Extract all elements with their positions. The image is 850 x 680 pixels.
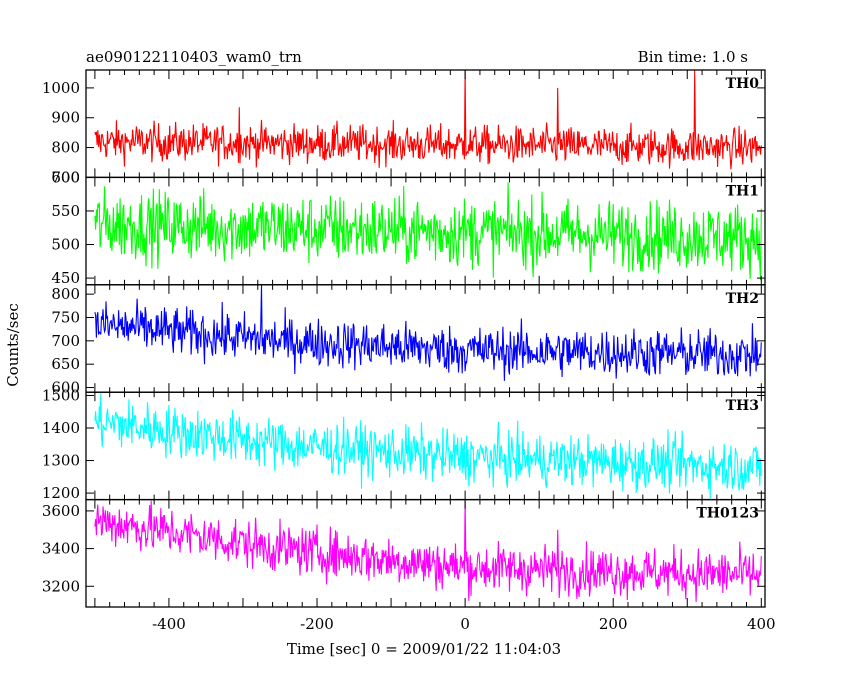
x-tick-label: -200 — [300, 615, 334, 633]
y-tick-label: 750 — [51, 308, 80, 326]
series-line-th2 — [94, 285, 762, 381]
x-axis-label: Time [sec] 0 = 2009/01/22 11:04:03 — [287, 640, 561, 658]
y-tick-label: 1300 — [42, 452, 80, 470]
series-line-th0 — [94, 70, 762, 170]
y-tick-label: 700 — [51, 168, 80, 186]
y-tick-label: 900 — [51, 109, 80, 127]
panel-frame-th0123 — [85, 498, 766, 608]
chart-title-left: ae090122110403_wam0_trn — [86, 48, 302, 66]
panel-label-th0: TH0 — [726, 76, 760, 92]
y-tick-label: 500 — [51, 236, 80, 254]
chart-title-right: Bin time: 1.0 s — [638, 48, 748, 66]
x-tick-label: 200 — [599, 615, 628, 633]
panel-label-th0123: TH0123 — [696, 506, 759, 522]
x-tick-label: 400 — [747, 615, 776, 633]
y-tick-label: 800 — [51, 139, 80, 157]
y-tick-label: 600 — [51, 168, 80, 186]
y-axis-label: Counts/sec — [4, 303, 22, 387]
x-tick-label: -400 — [152, 615, 186, 633]
y-tick-label: 1200 — [42, 484, 80, 502]
y-tick-label: 3400 — [42, 540, 80, 558]
y-tick-label: 450 — [51, 269, 80, 287]
panel-label-th1: TH1 — [726, 183, 759, 199]
panel-frame-th2 — [85, 284, 766, 393]
y-tick-label: 1500 — [42, 386, 80, 404]
y-tick-label: 3200 — [42, 577, 80, 595]
y-tick-label: 650 — [51, 355, 80, 373]
y-tick-label: 600 — [51, 379, 80, 397]
panels-layer: 700 800 900 1000 TH0 450 500 550 600 TH1 600 650 700… — [42, 69, 776, 633]
y-tick-label: 700 — [51, 332, 80, 350]
y-tick-label: 1400 — [42, 419, 80, 437]
panel-label-th2: TH2 — [726, 291, 759, 307]
y-tick-label: 800 — [51, 285, 80, 303]
series-line-th1 — [94, 182, 762, 281]
y-tick-label: 1000 — [42, 79, 80, 97]
series-line-th0123 — [94, 500, 762, 602]
y-tick-label: 550 — [51, 202, 80, 220]
y-tick-label: 3600 — [42, 502, 80, 520]
series-line-th3 — [94, 392, 762, 500]
panel-label-th3: TH3 — [726, 398, 759, 414]
x-tick-label: 0 — [460, 615, 470, 633]
